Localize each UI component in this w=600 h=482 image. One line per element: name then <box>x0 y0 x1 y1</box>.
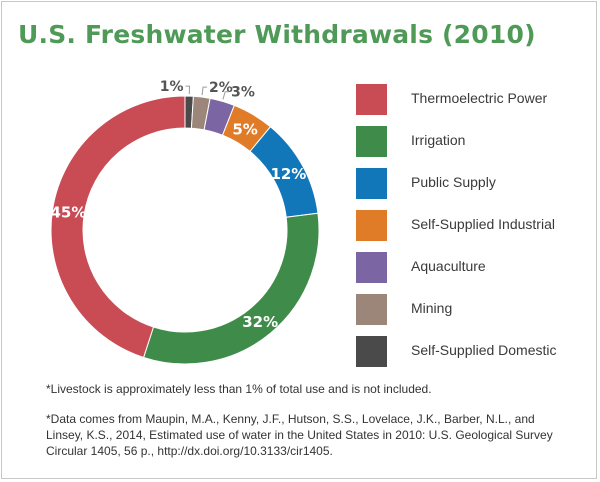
source-line: *Data comes from Maupin, M.A., Kenny, J.… <box>46 412 535 426</box>
legend-label: Public Supply <box>411 174 496 190</box>
legend-item-irrigation: Irrigation <box>356 122 586 164</box>
leader-line-domestic <box>185 85 191 95</box>
leader-line-aquaculture <box>222 91 230 100</box>
legend-item-domestic: Self-Supplied Domestic <box>356 332 586 374</box>
donut-slice-thermoelectric <box>50 95 186 359</box>
source-line: Linsey, K.S., 2014, Estimated use of wat… <box>46 428 553 442</box>
data-label-industrial: 5% <box>232 120 257 138</box>
legend-label: Thermoelectric Power <box>411 90 548 106</box>
legend-item-public-supply: Public Supply <box>356 164 586 206</box>
legend-label: Mining <box>411 300 453 316</box>
legend-swatch <box>356 126 387 157</box>
source-citation: *Data comes from Maupin, M.A., Kenny, J.… <box>46 411 566 459</box>
legend-label: Self-Supplied Industrial <box>411 216 555 232</box>
legend-swatch <box>356 336 387 367</box>
data-label-public-supply: 12% <box>270 165 306 183</box>
legend-label: Self-Supplied Domestic <box>411 342 557 358</box>
legend-swatch <box>356 84 387 115</box>
legend-swatch <box>356 294 387 325</box>
data-label-mining: 2% <box>209 80 233 96</box>
livestock-note: *Livestock is approximately less than 1%… <box>46 382 432 396</box>
legend-swatch <box>356 252 387 283</box>
data-label-domestic: 1% <box>160 79 184 95</box>
legend-item-aquaculture: Aquaculture <box>356 248 586 290</box>
leader-line-mining <box>201 86 208 96</box>
donut-slice-irrigation <box>142 212 320 365</box>
legend-item-mining: Mining <box>356 290 586 332</box>
chart-title: U.S. Freshwater Withdrawals (2010) <box>18 20 536 49</box>
legend-item-thermoelectric: Thermoelectric Power <box>356 80 586 122</box>
legend-item-industrial: Self-Supplied Industrial <box>356 206 586 248</box>
legend-swatch <box>356 210 387 241</box>
source-line: Circular 1405, 56 p., http://dx.doi.org/… <box>46 444 333 458</box>
legend-label: Irrigation <box>411 132 466 148</box>
legend: Thermoelectric Power Irrigation Public S… <box>356 80 586 374</box>
data-label-irrigation: 32% <box>242 313 278 331</box>
data-label-aquaculture: 3% <box>231 85 255 101</box>
legend-label: Aquaculture <box>411 258 486 274</box>
data-label-thermoelectric: 45% <box>50 204 86 222</box>
legend-swatch <box>356 168 387 199</box>
